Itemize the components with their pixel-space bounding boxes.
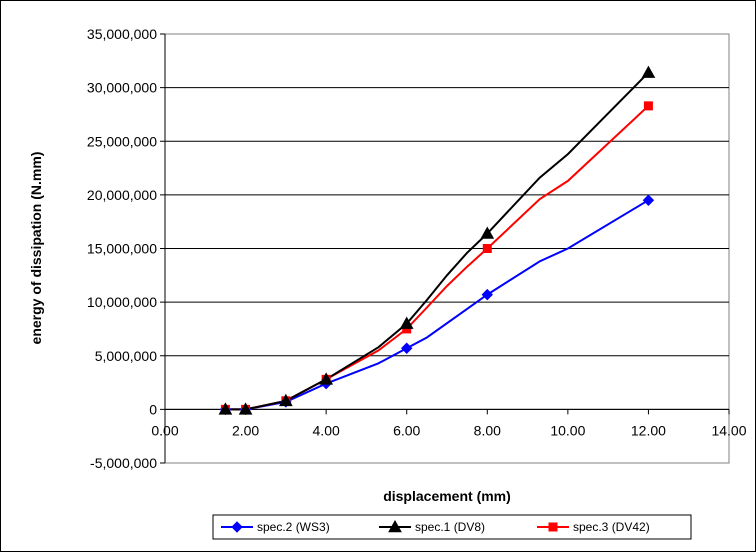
y-tick-label: 15,000,000 [87,241,157,257]
data-point [642,194,655,206]
y-tick-labels: 35,000,000 30,000,000 25,000,000 20,000,000… [87,26,157,471]
legend-entry-label: spec.2 (WS3) [257,520,330,534]
legend-entry-label: spec.3 (DV42) [573,520,650,534]
series-markers [218,65,656,416]
data-point [238,402,253,415]
data-point [401,342,413,354]
x-tick-label: 6.00 [393,422,420,438]
y-tick-label: 25,000,000 [87,133,157,149]
data-point [641,65,656,78]
legend-box [212,514,692,540]
data-point [279,393,293,407]
legend-swatch-marker [548,522,558,532]
y-tick-label: 30,000,000 [87,80,157,96]
y-axis-label: energy of dissipation (N.mm) [28,152,44,345]
axes [160,33,730,464]
y-tick-label: 0 [149,401,157,417]
x-tick-label: 0.00 [151,422,178,438]
x-tick-label: 14.00 [711,422,746,438]
data-point [481,288,493,301]
legend-swatch-marker [388,519,402,533]
legend: spec.2 (WS3) spec.1 (DV8) spec.3 (DV42) [212,514,692,540]
legend-swatch-marker [231,521,243,533]
y-tick-label: -5,000,000 [90,455,157,471]
y-tick-label: 10,000,000 [87,294,157,310]
data-point [218,402,233,415]
y-tick-label: 35,000,000 [87,26,157,42]
legend-entry-label: spec.1 (DV8) [415,520,485,534]
x-tick-label: 4.00 [313,422,340,438]
x-tick-label: 12.00 [631,422,666,438]
y-tick-label: 5,000,000 [95,348,157,364]
x-tick-label: 8.00 [474,422,501,438]
x-axis-label: displacement (mm) [383,488,511,504]
data-point [480,226,495,239]
data-point [482,244,492,253]
data-point [319,372,333,385]
data-point [643,101,653,111]
x-tick-labels: 0.00 2.00 4.00 6.00 8.00 10.00 12.00 14.00 [151,422,746,438]
x-tick-label: 10.00 [550,422,585,438]
x-tick-label: 2.00 [232,422,259,438]
data-point [399,316,414,329]
y-tick-label: 20,000,000 [87,187,157,203]
